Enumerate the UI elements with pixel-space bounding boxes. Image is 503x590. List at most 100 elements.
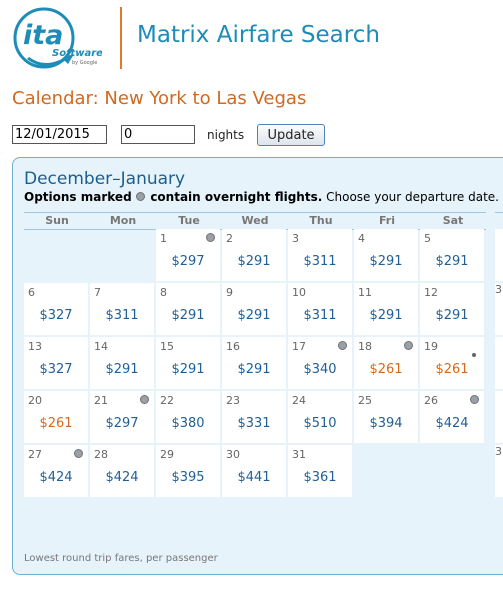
- fare-price[interactable]: $291: [435, 308, 469, 323]
- calendar-day-cell[interactable]: 16 $291: [222, 337, 286, 389]
- overnight-moon-icon: [338, 341, 347, 350]
- fare-price[interactable]: $291: [369, 254, 403, 269]
- lowest-fare-price[interactable]: $261: [369, 362, 403, 377]
- calendar-day-cell[interactable]: 19 $261: [420, 337, 484, 389]
- calendar-day-cell[interactable]: 10 $311: [288, 283, 352, 335]
- fare-price[interactable]: $327: [39, 362, 73, 377]
- day-number: 15: [160, 340, 174, 353]
- fare-price[interactable]: $291: [105, 362, 139, 377]
- day-number: 9: [226, 286, 233, 299]
- weekday-label-sun: Sun: [45, 214, 69, 227]
- legend-suffix: Choose your departure date.: [326, 190, 499, 204]
- calendar-day-cell[interactable]: 23 $331: [222, 391, 286, 443]
- day-number: 30: [226, 448, 240, 461]
- calendar-day-cell[interactable]: 27 $424: [24, 445, 88, 497]
- calendar-day-cell[interactable]: 4 $291: [354, 229, 418, 281]
- weekday-label-fri: Fri: [378, 214, 395, 227]
- overnight-legend: Options marked contain overnight flights…: [24, 190, 499, 204]
- day-number: 23: [226, 394, 240, 407]
- fare-price[interactable]: $510: [303, 416, 337, 431]
- fare-price[interactable]: $395: [171, 470, 205, 485]
- fare-price[interactable]: $291: [237, 362, 271, 377]
- calendar-day-cell[interactable]: 29 $395: [156, 445, 220, 497]
- day-number: 7: [94, 286, 101, 299]
- legend-prefix: Options marked: [24, 190, 132, 204]
- fare-price[interactable]: $291: [435, 254, 469, 269]
- fare-price[interactable]: $380: [171, 416, 205, 431]
- nights-input[interactable]: [121, 125, 195, 144]
- weekday-header-row: Sun Mon Tue Wed Thu Fri Sat: [24, 212, 486, 230]
- fare-price[interactable]: $311: [303, 254, 337, 269]
- day-number: 29: [160, 448, 174, 461]
- day-number: 22: [160, 394, 174, 407]
- fare-price[interactable]: $297: [105, 416, 139, 431]
- fare-price[interactable]: $424: [105, 470, 139, 485]
- calendar-day-cell[interactable]: 22 $380: [156, 391, 220, 443]
- calendar-day-cell[interactable]: 8 $291: [156, 283, 220, 335]
- fare-price[interactable]: $311: [303, 308, 337, 323]
- update-button[interactable]: Update: [257, 124, 325, 146]
- nights-label: nights: [207, 128, 245, 142]
- calendar-day-cell[interactable]: 6 $327: [24, 283, 88, 335]
- fare-price[interactable]: $291: [369, 308, 403, 323]
- weekday-label-tue: Tue: [178, 214, 200, 227]
- calendar-day-cell[interactable]: 26 $424: [420, 391, 484, 443]
- day-number: 5: [424, 232, 431, 245]
- departure-date-input[interactable]: [12, 125, 107, 144]
- day-number: 3: [292, 232, 299, 245]
- calendar-day-cell[interactable]: 21 $297: [90, 391, 154, 443]
- calendar-day-cell[interactable]: 9 $291: [222, 283, 286, 335]
- ita-software-logo: ita Software by Google: [12, 6, 103, 70]
- day-number: 16: [226, 340, 240, 353]
- lowest-fare-price[interactable]: $261: [39, 416, 73, 431]
- next-month-day-cell: 3: [495, 445, 503, 497]
- overnight-moon-icon: [404, 341, 413, 350]
- calendar-day-cell[interactable]: 7 $311: [90, 283, 154, 335]
- fare-price[interactable]: $441: [237, 470, 271, 485]
- calendar-day-cell[interactable]: 28 $424: [90, 445, 154, 497]
- calendar-day-cell[interactable]: 2 $291: [222, 229, 286, 281]
- fare-price[interactable]: $297: [171, 254, 205, 269]
- calendar-day-cell[interactable]: 1 $297: [156, 229, 220, 281]
- calendar-day-cell[interactable]: 15 $291: [156, 337, 220, 389]
- fare-price[interactable]: $291: [171, 362, 205, 377]
- fare-price[interactable]: $331: [237, 416, 271, 431]
- calendar-day-cell[interactable]: 5 $291: [420, 229, 484, 281]
- calendar-day-cell[interactable]: 30 $441: [222, 445, 286, 497]
- legend-bold-text: contain overnight flights.: [150, 190, 323, 204]
- day-number: 2: [226, 232, 233, 245]
- fare-price[interactable]: $291: [237, 254, 271, 269]
- day-number: 27: [28, 448, 42, 461]
- overnight-moon-icon: [206, 233, 215, 242]
- fare-price[interactable]: $394: [369, 416, 403, 431]
- overnight-moon-icon: [470, 395, 479, 404]
- calendar-day-cell[interactable]: 20 $261: [24, 391, 88, 443]
- day-number: 26: [424, 394, 438, 407]
- calendar-day-cell[interactable]: 13 $327: [24, 337, 88, 389]
- day-number: 12: [424, 286, 438, 299]
- overnight-moon-icon: [74, 449, 83, 458]
- fare-price[interactable]: $361: [303, 470, 337, 485]
- fare-price[interactable]: $291: [237, 308, 271, 323]
- calendar-day-cell[interactable]: 31 $361: [288, 445, 352, 497]
- calendar-title: Calendar: New York to Las Vegas: [12, 88, 307, 109]
- calendar-day-cell[interactable]: 3 $311: [288, 229, 352, 281]
- fare-price[interactable]: $291: [171, 308, 205, 323]
- fare-price[interactable]: $424: [39, 470, 73, 485]
- fare-price[interactable]: $311: [105, 308, 139, 323]
- calendar-day-cell[interactable]: 25 $394: [354, 391, 418, 443]
- next-month-weekday-header: [495, 212, 503, 230]
- fare-price[interactable]: $327: [39, 308, 73, 323]
- day-number: 21: [94, 394, 108, 407]
- calendar-day-cell[interactable]: 11 $291: [354, 283, 418, 335]
- calendar-day-cell[interactable]: 18 $261: [354, 337, 418, 389]
- fare-price[interactable]: $340: [303, 362, 337, 377]
- day-number: 17: [292, 340, 306, 353]
- calendar-day-cell[interactable]: 12 $291: [420, 283, 484, 335]
- calendar-day-cell[interactable]: 14 $291: [90, 337, 154, 389]
- lowest-fare-price[interactable]: $261: [435, 362, 469, 377]
- fare-price[interactable]: $424: [435, 416, 469, 431]
- calendar-day-cell[interactable]: 24 $510: [288, 391, 352, 443]
- calendar-day-cell[interactable]: 17 $340: [288, 337, 352, 389]
